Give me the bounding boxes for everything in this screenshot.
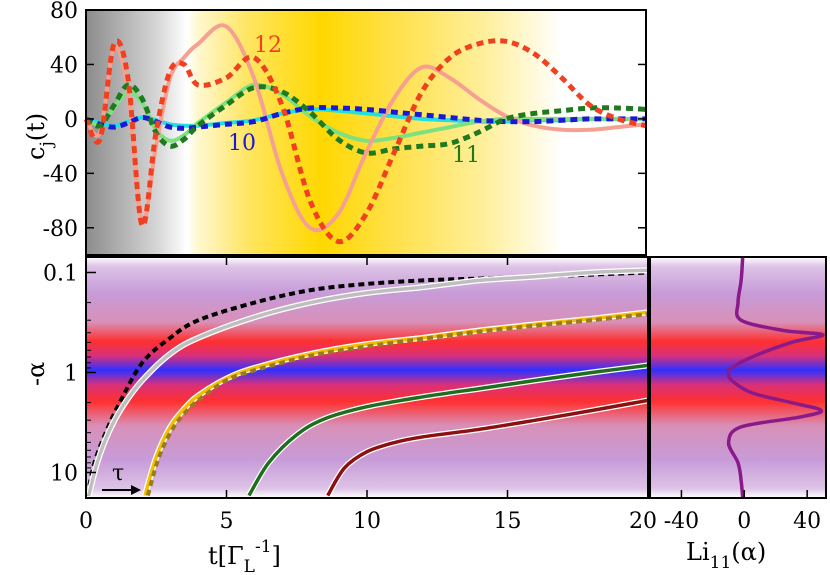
right-x-tick-label: -40 xyxy=(664,509,699,534)
right-x-tick-label: 40 xyxy=(793,509,821,534)
chart-figure: -80 -40 0 40 80 cj(t) 12 10 11 0 5 10 15 0.1 1 10… xyxy=(0,0,830,575)
bottom-right-x-axis-label: Li11(α) xyxy=(686,538,766,573)
bottom-y-tick-label: 10 xyxy=(50,461,78,486)
bottom-right-panel: -40 0 40 20 Li11(α) xyxy=(629,257,826,573)
top-y-tick-label: 0 xyxy=(64,108,78,133)
top-panel: -80 -40 0 40 80 cj(t) 12 10 11 xyxy=(22,0,646,255)
bottom-y-tick-label: 0.1 xyxy=(43,261,78,286)
top-y-axis-label: cj(t) xyxy=(22,113,57,160)
right-x-tick-label: 0 xyxy=(737,509,751,534)
bottom-x-tick-label: 5 xyxy=(220,509,234,534)
bottom-x-tick-label: 0 xyxy=(79,509,93,534)
bottom-x-axis-label: t[ΓL-1] xyxy=(208,537,281,575)
top-y-tick-label: -40 xyxy=(43,162,78,187)
bottom-left-panel: 0 5 10 15 0.1 1 10 -α t[ΓL-1] τ xyxy=(22,257,648,575)
extra-tick-label-20: 20 xyxy=(629,509,657,534)
top-y-tick-label: 80 xyxy=(50,0,78,24)
series-label-11: 11 xyxy=(452,143,480,168)
bottom-y-tick-label: 1 xyxy=(64,361,78,386)
tau-label: τ xyxy=(112,461,124,486)
bottom-y-axis-label: -α xyxy=(22,362,50,386)
bottom-x-tick-label: 10 xyxy=(353,509,381,534)
top-y-tick-label: 40 xyxy=(50,53,78,78)
bottom-x-tick-label: 15 xyxy=(494,509,522,534)
series-label-12: 12 xyxy=(254,33,282,58)
series-label-10: 10 xyxy=(228,131,256,156)
top-y-tick-label: -80 xyxy=(43,217,78,242)
